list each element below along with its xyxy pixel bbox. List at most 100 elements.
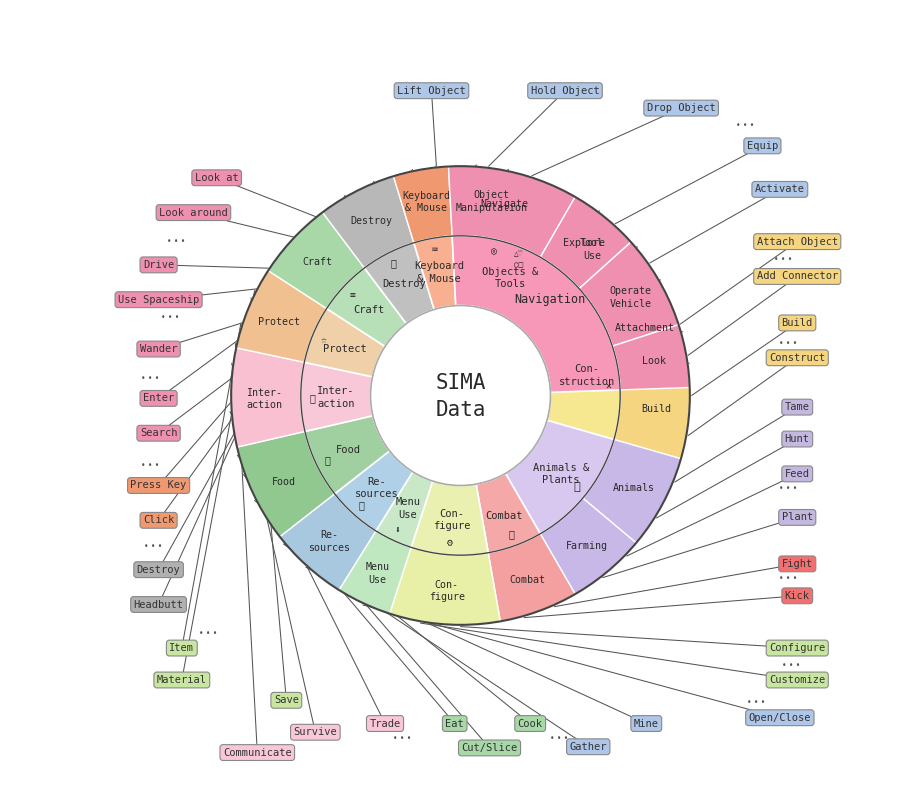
Text: Animals &
Plants: Animals & Plants xyxy=(533,463,589,486)
Text: Eat: Eat xyxy=(446,718,464,729)
Text: Data: Data xyxy=(436,400,485,420)
Text: Attach Object: Attach Object xyxy=(757,237,838,247)
Text: Destroy: Destroy xyxy=(136,565,181,575)
Text: ≡: ≡ xyxy=(349,290,356,300)
Text: 🖥: 🖥 xyxy=(508,530,514,539)
Polygon shape xyxy=(411,481,488,555)
Text: Combat: Combat xyxy=(485,510,523,520)
Text: ⌨: ⌨ xyxy=(432,244,437,255)
Polygon shape xyxy=(304,308,385,377)
Polygon shape xyxy=(322,176,414,268)
Text: • • •: • • • xyxy=(199,629,217,638)
Text: • • •: • • • xyxy=(779,484,798,493)
Text: Protect: Protect xyxy=(258,317,299,327)
Text: Craft: Craft xyxy=(354,305,385,316)
Text: Hold Object: Hold Object xyxy=(530,85,600,96)
Text: SIMA: SIMA xyxy=(436,373,485,392)
Text: • • •: • • • xyxy=(167,237,185,246)
Text: Save: Save xyxy=(274,695,298,706)
Text: Search: Search xyxy=(140,428,178,438)
Text: ✕: ✕ xyxy=(605,380,612,390)
Text: Headbutt: Headbutt xyxy=(134,600,183,610)
Polygon shape xyxy=(614,364,690,459)
Text: Trade: Trade xyxy=(369,718,401,729)
Polygon shape xyxy=(237,431,334,536)
Text: ☆: ☆ xyxy=(321,335,326,345)
Polygon shape xyxy=(452,236,620,392)
Text: Survive: Survive xyxy=(294,727,337,737)
Polygon shape xyxy=(376,471,433,547)
Polygon shape xyxy=(231,348,305,447)
Polygon shape xyxy=(594,271,688,373)
Text: Item: Item xyxy=(169,643,194,653)
Polygon shape xyxy=(393,166,452,243)
Text: Cut/Slice: Cut/Slice xyxy=(461,743,518,753)
Text: • • •: • • • xyxy=(393,733,412,743)
Text: Build: Build xyxy=(782,318,813,328)
Text: Configure: Configure xyxy=(769,643,825,653)
Polygon shape xyxy=(612,324,690,390)
Text: Click: Click xyxy=(143,515,174,525)
Polygon shape xyxy=(488,534,576,622)
Text: Open/Close: Open/Close xyxy=(749,713,811,723)
Text: Hunt: Hunt xyxy=(785,434,810,444)
Text: Material: Material xyxy=(157,675,207,685)
Polygon shape xyxy=(541,498,636,594)
Text: Look around: Look around xyxy=(159,207,227,218)
Text: Attachment: Attachment xyxy=(615,324,675,333)
Text: • • •: • • • xyxy=(774,255,792,263)
Text: Drive: Drive xyxy=(143,260,174,270)
Text: Add Connector: Add Connector xyxy=(757,271,838,282)
Text: Objects &
Tools: Objects & Tools xyxy=(483,267,539,290)
Text: Con-
struction: Con- struction xyxy=(558,365,615,387)
Text: Cook: Cook xyxy=(518,718,542,729)
Text: Construct: Construct xyxy=(769,353,825,363)
Text: Inter-
action: Inter- action xyxy=(246,388,283,410)
Text: ◎: ◎ xyxy=(491,246,496,256)
Text: • • •: • • • xyxy=(779,339,798,348)
Text: Inter-
action: Inter- action xyxy=(317,387,355,409)
Text: Navigation: Navigation xyxy=(514,293,585,306)
Text: Kick: Kick xyxy=(785,591,810,601)
Text: Look at: Look at xyxy=(194,172,239,183)
Text: Plant: Plant xyxy=(782,513,813,522)
Text: Drop Object: Drop Object xyxy=(647,103,716,113)
Text: 🛡: 🛡 xyxy=(358,501,365,510)
Text: • • •: • • • xyxy=(779,574,798,583)
Text: Farming: Farming xyxy=(565,541,608,551)
Text: Re-
sources: Re- sources xyxy=(356,477,399,499)
Text: Object
Manipulation: Object Manipulation xyxy=(455,191,527,213)
Text: Protect: Protect xyxy=(323,344,367,354)
Polygon shape xyxy=(280,494,376,590)
Text: • • •: • • • xyxy=(141,373,159,383)
Polygon shape xyxy=(449,166,576,257)
Polygon shape xyxy=(579,242,679,346)
Polygon shape xyxy=(536,308,620,440)
Text: Lift Object: Lift Object xyxy=(397,85,466,96)
Text: Communicate: Communicate xyxy=(223,747,292,758)
Text: Craft: Craft xyxy=(302,256,332,267)
Text: Feed: Feed xyxy=(785,469,810,479)
Polygon shape xyxy=(365,243,434,324)
Polygon shape xyxy=(583,440,681,543)
Text: Gather: Gather xyxy=(569,742,607,751)
Text: • • •: • • • xyxy=(161,312,180,322)
Text: Food: Food xyxy=(336,445,361,456)
Polygon shape xyxy=(506,420,614,534)
Text: Enter: Enter xyxy=(143,393,174,403)
Polygon shape xyxy=(535,193,653,308)
Circle shape xyxy=(370,305,551,486)
Text: Look: Look xyxy=(642,357,666,366)
Polygon shape xyxy=(236,271,327,362)
Text: Tame: Tame xyxy=(785,402,810,412)
Text: Customize: Customize xyxy=(769,675,825,685)
Polygon shape xyxy=(301,362,373,431)
Polygon shape xyxy=(305,416,390,494)
Text: ☰: ☰ xyxy=(309,393,315,403)
Text: Menu
Use: Menu Use xyxy=(366,562,390,585)
Text: Keyboard
& Mouse: Keyboard & Mouse xyxy=(414,261,464,284)
Text: • • •: • • • xyxy=(736,121,754,130)
Text: Con-
figure: Con- figure xyxy=(433,509,471,532)
Text: Destroy: Destroy xyxy=(382,279,426,290)
Text: Explore: Explore xyxy=(563,238,605,248)
